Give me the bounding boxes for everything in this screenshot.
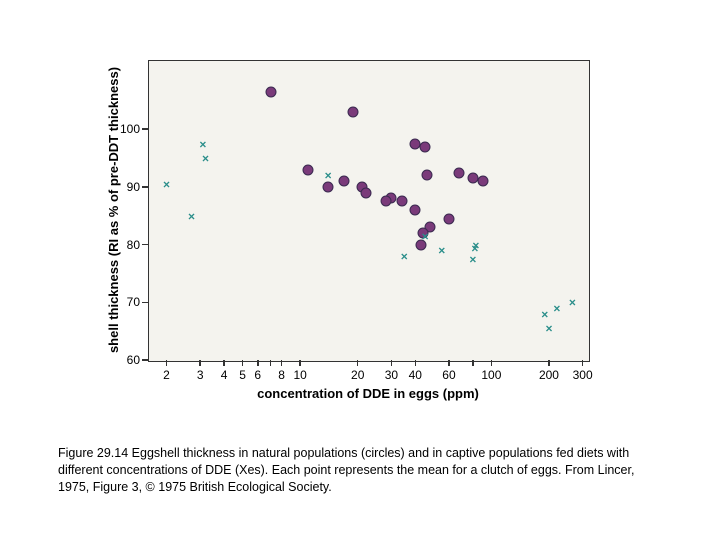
x-tick — [491, 360, 493, 366]
x-tick-label: 100 — [481, 368, 501, 382]
x-tick-label: 200 — [539, 368, 559, 382]
x-tick — [242, 360, 244, 366]
x-tick — [472, 360, 474, 366]
marker-natural-populations — [380, 196, 391, 207]
x-tick-label: 30 — [385, 368, 398, 382]
marker-natural-populations — [410, 205, 421, 216]
x-tick-label: 5 — [239, 368, 246, 382]
marker-captive-populations: × — [467, 254, 478, 265]
marker-natural-populations — [348, 106, 359, 117]
marker-natural-populations — [477, 176, 488, 187]
x-tick — [548, 360, 550, 366]
marker-captive-populations: × — [420, 230, 431, 241]
x-tick-label: 300 — [573, 368, 593, 382]
x-tick — [415, 360, 417, 366]
marker-captive-populations: × — [200, 153, 211, 164]
marker-natural-populations — [443, 213, 454, 224]
marker-natural-populations — [265, 86, 276, 97]
marker-captive-populations: × — [161, 179, 172, 190]
x-tick — [281, 360, 283, 366]
x-tick-label: 2 — [163, 368, 170, 382]
marker-natural-populations — [360, 187, 371, 198]
x-tick-label: 4 — [221, 368, 228, 382]
x-tick-label: 6 — [254, 368, 261, 382]
marker-captive-populations: × — [470, 239, 481, 250]
y-tick — [142, 359, 148, 361]
marker-natural-populations — [454, 167, 465, 178]
marker-captive-populations: × — [539, 308, 550, 319]
plot-area — [148, 60, 590, 362]
x-tick — [299, 360, 301, 366]
x-tick — [357, 360, 359, 366]
figure-caption: Figure 29.14 Eggshell thickness in natur… — [58, 445, 648, 496]
x-axis-label: concentration of DDE in eggs (ppm) — [148, 386, 588, 401]
marker-captive-populations: × — [436, 245, 447, 256]
marker-captive-populations: × — [399, 251, 410, 262]
x-tick-label: 10 — [293, 368, 306, 382]
x-tick-label: 3 — [197, 368, 204, 382]
x-tick — [270, 360, 272, 366]
y-tick — [142, 186, 148, 188]
x-tick — [448, 360, 450, 366]
marker-natural-populations — [303, 164, 314, 175]
marker-natural-populations — [339, 176, 350, 187]
x-tick — [166, 360, 168, 366]
marker-captive-populations: × — [543, 323, 554, 334]
x-tick-label: 60 — [442, 368, 455, 382]
x-tick — [199, 360, 201, 366]
marker-captive-populations: × — [197, 138, 208, 149]
marker-captive-populations: × — [323, 170, 334, 181]
marker-natural-populations — [421, 170, 432, 181]
y-tick — [142, 302, 148, 304]
marker-captive-populations: × — [186, 210, 197, 221]
x-tick — [257, 360, 259, 366]
y-axis-label: shell thickness (RI as % of pre-DDT thic… — [106, 60, 121, 360]
marker-natural-populations — [323, 181, 334, 192]
x-tick-label: 8 — [278, 368, 285, 382]
x-tick — [223, 360, 225, 366]
marker-captive-populations: × — [551, 303, 562, 314]
x-tick-label: 40 — [409, 368, 422, 382]
y-tick — [142, 244, 148, 246]
x-tick — [391, 360, 393, 366]
marker-natural-populations — [420, 141, 431, 152]
eggshell-scatter-chart: 607080901002345681020304060100200300conc… — [88, 50, 618, 410]
marker-natural-populations — [396, 196, 407, 207]
x-tick — [582, 360, 584, 366]
x-tick-label: 20 — [351, 368, 364, 382]
y-tick — [142, 128, 148, 130]
marker-captive-populations: × — [567, 297, 578, 308]
